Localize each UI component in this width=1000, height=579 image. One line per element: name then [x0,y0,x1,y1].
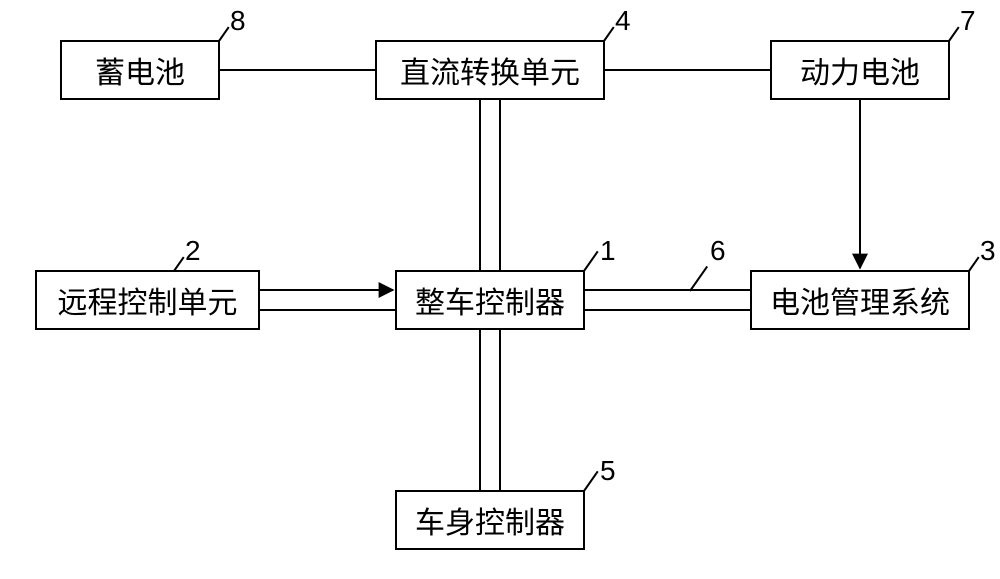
num-label-2: 2 [185,235,201,267]
node-body-controller: 车身控制器 [395,490,585,550]
tick-7 [948,27,959,42]
node-remote-control: 远程控制单元 [35,270,260,330]
num-label-3: 3 [980,235,996,267]
tick-4 [603,27,614,42]
tick-6 [689,266,708,292]
node-label: 蓄电池 [95,48,185,92]
num-label-6: 6 [710,235,726,267]
node-bms: 电池管理系统 [750,270,970,330]
node-label: 车身控制器 [415,498,565,542]
tick-8 [218,27,229,42]
node-battery: 蓄电池 [60,40,220,100]
num-label-7: 7 [960,5,976,37]
node-label: 远程控制单元 [58,278,238,322]
node-vehicle-controller: 整车控制器 [395,270,585,330]
node-label: 电池管理系统 [770,278,950,322]
tick-5 [583,471,598,492]
num-label-5: 5 [600,455,616,487]
node-label: 动力电池 [800,48,920,92]
tick-3 [968,257,979,272]
node-label: 直流转换单元 [400,48,580,92]
num-label-4: 4 [615,5,631,37]
tick-1 [583,251,598,272]
num-label-1: 1 [600,235,616,267]
node-label: 整车控制器 [415,278,565,322]
node-power-battery: 动力电池 [770,40,950,100]
num-label-8: 8 [230,5,246,37]
node-dc-converter: 直流转换单元 [375,40,605,100]
